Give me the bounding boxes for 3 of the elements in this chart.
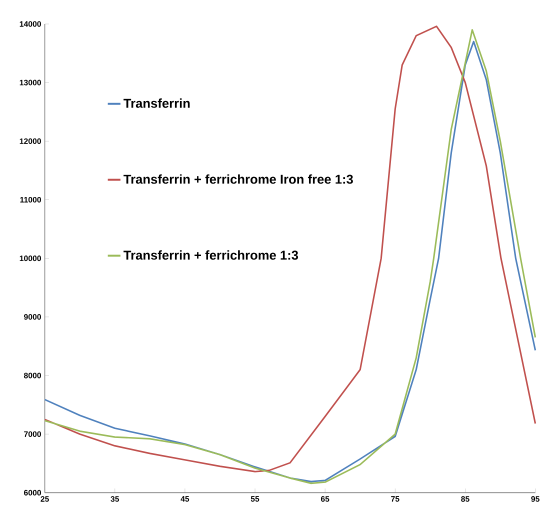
legend-label: Transferrin + ferrichrome Iron free 1:3 (124, 174, 353, 184)
legend-label: Transferrin (124, 98, 190, 108)
legend-label: Transferrin + ferrichrome 1:3 (124, 250, 298, 260)
